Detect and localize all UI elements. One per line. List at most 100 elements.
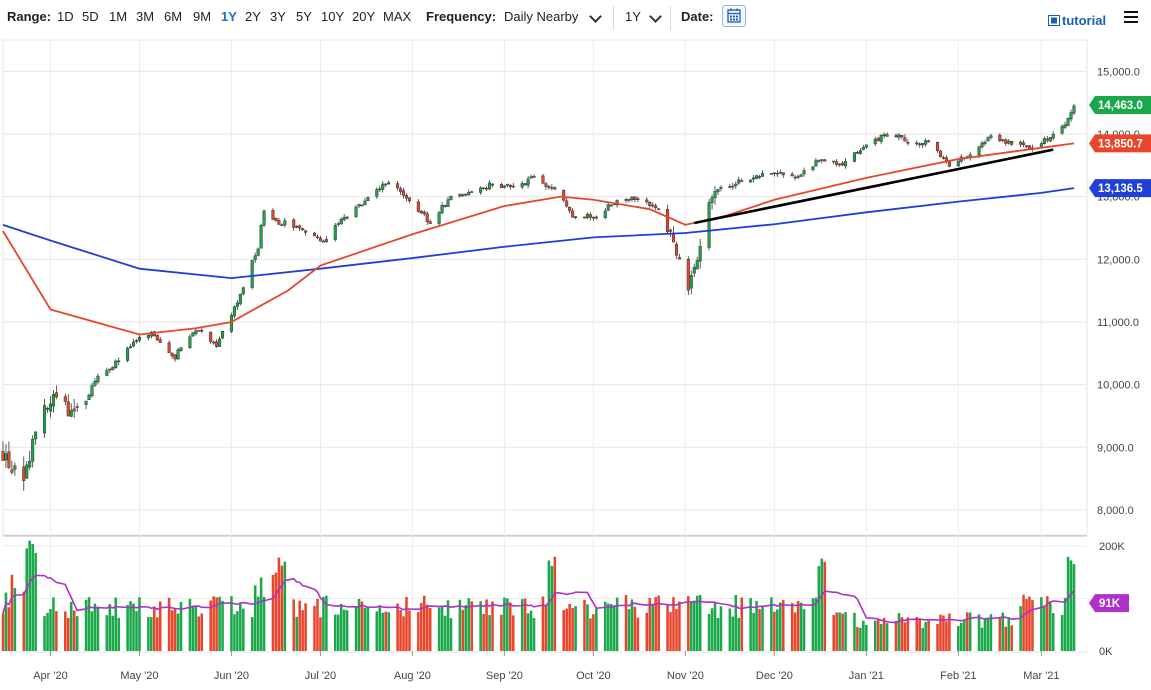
candle-body (51, 394, 55, 407)
candle-body (22, 466, 26, 482)
candle (998, 132, 1002, 143)
candle-body (167, 342, 171, 354)
range-3y[interactable]: 3Y (270, 9, 286, 24)
candle-body (488, 182, 492, 190)
candle (749, 179, 753, 183)
volume-bar (856, 626, 859, 651)
candle-body (689, 275, 693, 289)
volume-bar (93, 603, 97, 651)
candle (544, 182, 548, 190)
candle-body (713, 191, 717, 198)
candle (72, 398, 76, 419)
volume-bar (491, 601, 494, 651)
candle (941, 155, 945, 160)
volume-bar (1040, 597, 1043, 651)
volume-bar (179, 601, 183, 651)
volume-bar (1004, 626, 1008, 651)
volume-tick-label: 0K (1099, 646, 1113, 658)
range-3m[interactable]: 3M (136, 9, 155, 24)
volume-tick-label: 200K (1099, 541, 1125, 553)
candle (731, 182, 735, 190)
candle (938, 149, 943, 158)
candle-body (695, 260, 699, 270)
frequency-select[interactable]: Daily Nearby (504, 9, 579, 24)
candle (209, 331, 213, 344)
range-1d[interactable]: 1D (57, 9, 74, 24)
range-9m[interactable]: 9M (193, 9, 212, 24)
range-5y[interactable]: 5Y (296, 9, 312, 24)
volume-bar (865, 624, 868, 651)
candle (446, 196, 450, 208)
candle (894, 133, 898, 139)
volume-bar (523, 598, 527, 651)
volume-bar (672, 597, 675, 651)
candle (585, 212, 589, 220)
range-max[interactable]: MAX (383, 9, 412, 24)
candle-body (927, 140, 931, 143)
candle (126, 346, 130, 363)
volume-bar (256, 596, 260, 651)
calendar-button[interactable] (722, 5, 746, 27)
candle (215, 339, 219, 348)
candle-body (938, 150, 943, 157)
range-10y[interactable]: 10Y (321, 9, 345, 24)
candle-body (218, 338, 222, 347)
volume-bar (212, 596, 215, 651)
candle-body (381, 183, 385, 190)
candle-body (1045, 138, 1049, 141)
candle-body (903, 137, 907, 142)
period-select[interactable]: 1Y (625, 9, 641, 24)
range-20y[interactable]: 20Y (352, 9, 376, 24)
candle (274, 217, 278, 222)
candle (440, 202, 444, 215)
range-6m[interactable]: 6M (164, 9, 183, 24)
volume-bar (1028, 596, 1031, 651)
range-1m[interactable]: 1M (109, 9, 128, 24)
candle (508, 183, 512, 190)
last-value-tag-text: 14,463.0 (1098, 100, 1143, 112)
candle-body (591, 216, 595, 219)
menu-icon[interactable] (1124, 11, 1138, 23)
range-2y[interactable]: 2Y (245, 9, 261, 24)
candle (855, 150, 859, 154)
range-5d[interactable]: 5D (82, 9, 99, 24)
candle-body (7, 451, 11, 468)
candle (796, 174, 800, 180)
candle-body (666, 208, 670, 233)
candle (698, 239, 702, 269)
volume-bar (381, 612, 385, 651)
volume-bar (1019, 606, 1022, 651)
candle-body (84, 400, 88, 405)
candle-body (461, 194, 465, 196)
volume-bar (13, 588, 17, 651)
candle-body (740, 180, 744, 182)
range-1y[interactable]: 1Y (221, 9, 237, 24)
candle (832, 160, 836, 165)
candle-body (900, 135, 904, 138)
volume-bar (903, 622, 907, 651)
volume-bar (707, 613, 711, 651)
volume-bar (366, 606, 370, 651)
volume-bar (734, 595, 738, 651)
volume-bar (1060, 614, 1064, 651)
volume-bar (977, 614, 981, 651)
candle (1010, 140, 1014, 147)
candle-body (796, 176, 800, 178)
tutorial-link[interactable]: tutorial (1048, 13, 1106, 28)
candle (401, 187, 406, 199)
candle (591, 216, 595, 221)
volume-bar (832, 615, 835, 651)
candle-body (173, 354, 177, 360)
candle-body (568, 207, 572, 212)
volume-bar (170, 610, 174, 651)
candle (710, 194, 714, 210)
candle-body (114, 360, 118, 368)
volume-bar (1046, 596, 1049, 651)
candle-body (132, 341, 136, 347)
candle (841, 160, 845, 167)
candle-body (28, 460, 32, 468)
candle (879, 134, 883, 145)
grid (2, 39, 1088, 656)
volume-bar (425, 604, 429, 651)
volume-bar (1031, 599, 1034, 651)
